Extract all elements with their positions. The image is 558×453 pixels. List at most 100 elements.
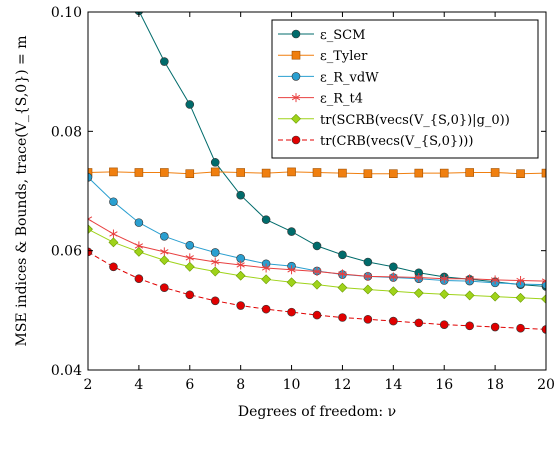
data-point: [312, 168, 322, 177]
plot-frame: [87, 11, 547, 371]
data-point: [389, 272, 398, 282]
legend-label: ε_Tyler: [320, 49, 368, 64]
data-point: [490, 291, 501, 302]
data-point: [362, 284, 373, 295]
x-tick-label: 14: [384, 377, 402, 393]
x-axis-label: Degrees of freedom: ν: [238, 404, 396, 420]
data-point: [287, 227, 296, 236]
data-point: [236, 190, 245, 200]
data-point: [414, 318, 424, 328]
data-point: [261, 274, 272, 285]
data-point: [516, 323, 525, 333]
data-point: [337, 282, 348, 293]
series-layer: [88, 12, 546, 334]
legend-entry: tr(SCRB(vecs(V_{S,0})|g_0)): [278, 113, 510, 128]
data-point: [185, 240, 195, 250]
data-point: [312, 241, 322, 251]
x-tick-label: 12: [334, 377, 352, 393]
x-tick-label: 18: [486, 377, 504, 393]
data-point: [414, 168, 424, 178]
data-point: [541, 168, 546, 178]
data-point: [541, 325, 546, 334]
data-point: [160, 168, 169, 177]
legend-marker: [291, 50, 301, 60]
data-point: [210, 158, 220, 167]
data-point: [235, 270, 246, 281]
data-point: [261, 168, 271, 178]
data-point: [541, 294, 546, 304]
data-point: [210, 248, 220, 257]
data-point: [109, 262, 118, 272]
y-axis-label: MSE indices & Bounds, trace(V_{S,0}) = m: [14, 36, 30, 347]
data-point: [490, 275, 500, 285]
legend-label: ε_R_vdW: [320, 70, 379, 85]
data-point: [516, 169, 525, 178]
data-point: [160, 57, 169, 66]
data-point: [490, 168, 500, 177]
data-point: [389, 169, 398, 178]
data-point: [88, 168, 93, 177]
data-point: [440, 274, 449, 284]
data-point: [210, 296, 220, 306]
data-point: [236, 301, 245, 310]
legend-entry: ε_R_t4: [278, 92, 363, 107]
data-point: [389, 262, 398, 272]
series-6: [88, 247, 546, 334]
data-point: [261, 215, 271, 224]
data-point: [236, 168, 245, 177]
legend-entry: ε_Tyler: [278, 49, 368, 64]
data-point: [413, 288, 424, 298]
data-point: [134, 168, 144, 177]
data-point: [160, 232, 169, 241]
data-point: [88, 224, 93, 235]
data-point: [389, 316, 398, 326]
data-point: [464, 290, 475, 301]
data-point: [338, 250, 347, 260]
data-point: [363, 169, 373, 178]
y-tick-label: 0.04: [51, 363, 82, 379]
legend-box: [271, 19, 539, 159]
series-4: [88, 214, 546, 286]
legend-marker: [291, 113, 301, 124]
x-tick-label: 2: [84, 377, 93, 393]
data-point: [88, 247, 93, 257]
legend-marker: [291, 72, 301, 81]
data-point: [287, 307, 296, 317]
data-point: [236, 260, 245, 270]
data-point: [160, 247, 169, 257]
data-point: [312, 279, 322, 290]
data-point: [312, 310, 322, 320]
data-point: [184, 261, 195, 272]
data-point: [363, 271, 373, 281]
data-point: [185, 290, 195, 300]
data-point: [363, 257, 373, 267]
data-point: [287, 265, 296, 275]
data-point: [490, 322, 500, 332]
y-tick-label: 0.10: [51, 5, 82, 21]
data-point: [133, 246, 144, 257]
data-point: [88, 172, 93, 182]
data-point: [109, 197, 118, 207]
data-point: [465, 168, 474, 177]
x-tick-label: 6: [185, 377, 194, 393]
series-5: [88, 224, 546, 304]
data-point: [211, 257, 220, 267]
data-point: [185, 253, 194, 263]
series-2: [88, 167, 546, 178]
data-point: [160, 283, 169, 292]
data-point: [185, 100, 195, 109]
data-point: [312, 267, 322, 277]
data-point: [88, 214, 93, 224]
legend-marker: [291, 93, 301, 103]
data-point: [134, 274, 144, 284]
data-point: [363, 314, 373, 324]
data-point: [109, 167, 118, 177]
legend-label: ε_SCM: [320, 28, 365, 43]
data-point: [286, 277, 297, 288]
data-point: [439, 320, 449, 329]
legend: ε_SCM ε_Tyler ε_R_vdW ε_R_t4 tr(SCRB(vecs(V_…: [271, 19, 539, 159]
data-point: [465, 321, 474, 331]
data-point: [108, 237, 119, 248]
legend-label: ε_R_t4: [320, 92, 363, 107]
